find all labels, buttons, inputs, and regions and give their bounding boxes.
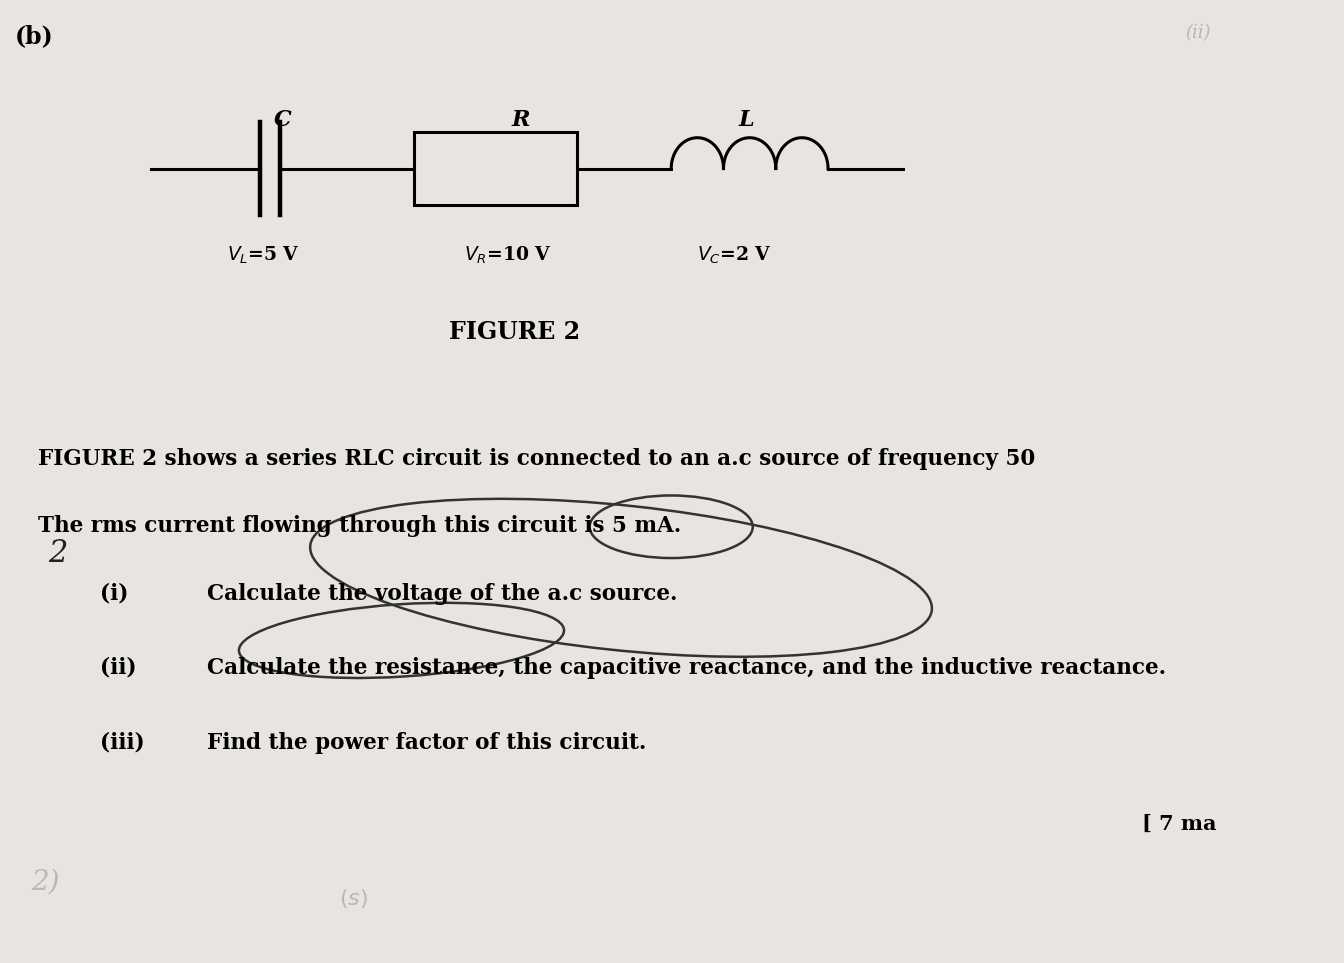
Text: (i): (i) xyxy=(101,583,129,605)
Text: $(s)$: $(s)$ xyxy=(339,887,368,910)
Text: L: L xyxy=(739,110,754,131)
Text: FIGURE 2 shows a series RLC circuit is connected to an a.c source of frequency 5: FIGURE 2 shows a series RLC circuit is c… xyxy=(38,448,1035,470)
Text: (iii): (iii) xyxy=(101,732,145,754)
Text: Calculate the voltage of the a.c source.: Calculate the voltage of the a.c source. xyxy=(207,583,677,605)
Text: (ii): (ii) xyxy=(101,657,137,679)
Text: R: R xyxy=(512,110,530,131)
Text: The rms current flowing through this circuit is 5 mA.: The rms current flowing through this cir… xyxy=(38,515,681,537)
Text: Calculate the resistance, the capacitive reactance, and the inductive reactance.: Calculate the resistance, the capacitive… xyxy=(207,657,1167,679)
Text: 2): 2) xyxy=(31,869,60,896)
Text: $\mathit{V_C}$=2 V: $\mathit{V_C}$=2 V xyxy=(696,245,771,266)
Text: $\mathit{V_L}$=5 V: $\mathit{V_L}$=5 V xyxy=(227,245,300,266)
Text: (ii): (ii) xyxy=(1185,24,1211,42)
Text: Find the power factor of this circuit.: Find the power factor of this circuit. xyxy=(207,732,646,754)
Text: $\mathit{V_R}$=10 V: $\mathit{V_R}$=10 V xyxy=(464,245,552,266)
Text: C: C xyxy=(273,110,292,131)
Text: (b): (b) xyxy=(15,24,54,48)
Text: 2: 2 xyxy=(47,538,67,569)
Bar xyxy=(414,132,577,205)
Text: [ 7 ma: [ 7 ma xyxy=(1142,814,1216,834)
Text: FIGURE 2: FIGURE 2 xyxy=(449,321,581,344)
